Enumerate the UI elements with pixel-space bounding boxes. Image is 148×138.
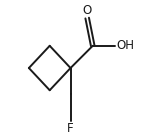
Text: OH: OH [116,39,134,52]
Text: F: F [67,122,74,135]
Text: O: O [83,4,92,17]
